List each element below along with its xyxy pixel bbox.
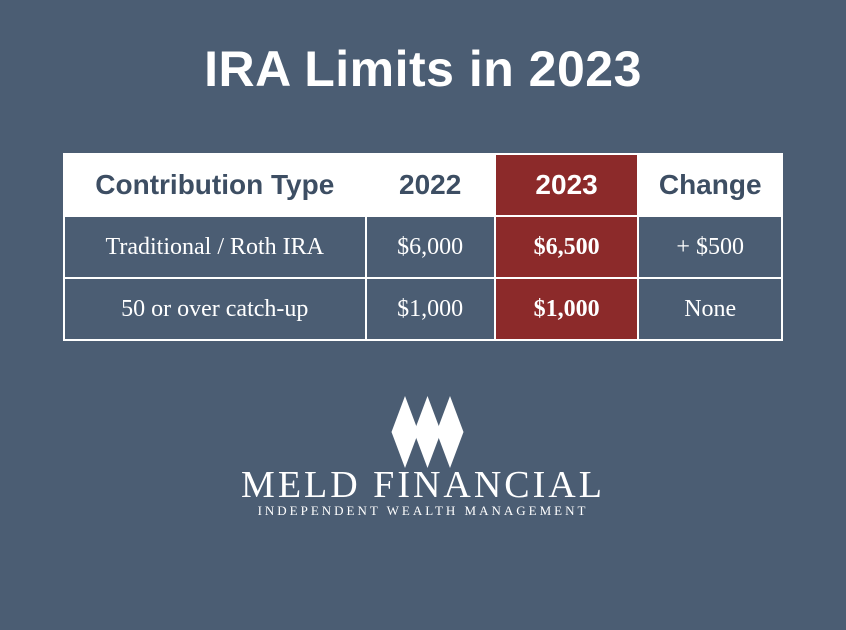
- cell-change: + $500: [638, 216, 782, 278]
- col-header-2022: 2022: [366, 154, 495, 216]
- cell-type: 50 or over catch-up: [64, 278, 366, 340]
- logo-name: MELD FINANCIAL: [241, 466, 605, 504]
- cell-2023: $1,000: [495, 278, 639, 340]
- cell-2022: $1,000: [366, 278, 495, 340]
- cell-2023: $6,500: [495, 216, 639, 278]
- table-header-row: Contribution Type 2022 2023 Change: [64, 154, 782, 216]
- cell-change: None: [638, 278, 782, 340]
- cell-type: Traditional / Roth IRA: [64, 216, 366, 278]
- limits-table-container: Contribution Type 2022 2023 Change Tradi…: [63, 153, 783, 341]
- table-row: 50 or over catch-up $1,000 $1,000 None: [64, 278, 782, 340]
- col-header-2023: 2023: [495, 154, 639, 216]
- col-header-type: Contribution Type: [64, 154, 366, 216]
- table-row: Traditional / Roth IRA $6,000 $6,500 + $…: [64, 216, 782, 278]
- col-header-change: Change: [638, 154, 782, 216]
- logo-sub: INDEPENDENT WEALTH MANAGEMENT: [258, 503, 589, 519]
- logo-mark-icon: [378, 396, 468, 468]
- company-logo: MELD FINANCIAL INDEPENDENT WEALTH MANAGE…: [241, 396, 605, 519]
- page-title: IRA Limits in 2023: [204, 40, 642, 98]
- cell-2022: $6,000: [366, 216, 495, 278]
- limits-table: Contribution Type 2022 2023 Change Tradi…: [63, 153, 783, 341]
